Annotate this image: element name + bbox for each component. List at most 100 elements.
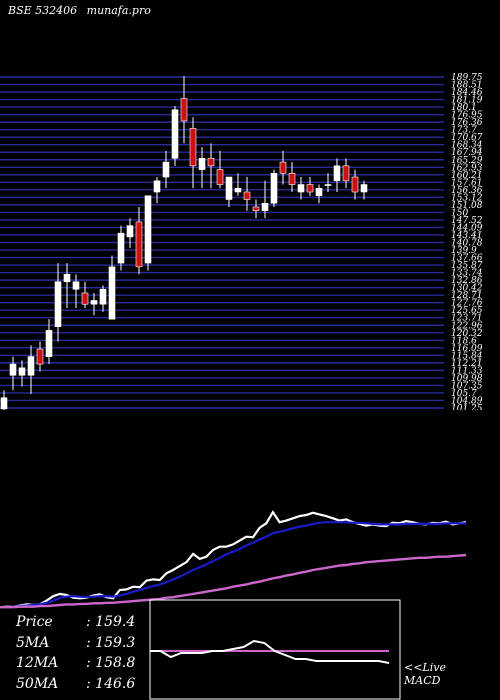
candle-up bbox=[72, 281, 80, 290]
candle-up bbox=[171, 109, 179, 159]
indicator-chart bbox=[0, 510, 467, 609]
stat-label: Price bbox=[16, 614, 53, 630]
candle-up bbox=[315, 187, 323, 197]
candle-down bbox=[243, 191, 251, 200]
candle-down bbox=[288, 173, 296, 185]
y-tick-label: 112.21 bbox=[451, 359, 483, 369]
candle-down bbox=[135, 221, 143, 268]
y-tick-label: 151.08 bbox=[451, 201, 483, 211]
stat-50ma: 50MA: 146.6 bbox=[16, 674, 135, 695]
stat-price: Price: 159.4 bbox=[16, 612, 135, 633]
y-tick-label: 147.52 bbox=[451, 216, 483, 226]
y-tick-label: 127.76 bbox=[451, 299, 483, 309]
y-tick-label: 107.35 bbox=[451, 381, 483, 391]
stat-label: 50MA bbox=[16, 675, 59, 692]
y-tick-label: 160.21 bbox=[451, 171, 483, 181]
stats-panel: Price: 159.4 5MA: 159.3 12MA: 158.8 50MA… bbox=[16, 612, 135, 694]
y-tick-label: 165.29 bbox=[451, 156, 483, 166]
stat-label: 5MA bbox=[16, 634, 50, 651]
candle-up bbox=[9, 363, 17, 376]
candle-up bbox=[297, 184, 305, 193]
macd-label: <<Live MACD bbox=[404, 661, 446, 687]
y-tick-label: 170.67 bbox=[451, 133, 483, 143]
candle-up bbox=[225, 176, 233, 200]
candle-up bbox=[360, 184, 368, 193]
y-tick-label: 167.94 bbox=[451, 148, 483, 158]
exchange-code: BSE 532406 bbox=[8, 4, 78, 17]
candle-up bbox=[324, 184, 332, 186]
candle-up bbox=[153, 180, 161, 193]
candle-up bbox=[99, 288, 107, 305]
macd-label-live: <<Live bbox=[404, 661, 446, 674]
stat-value: 146.6 bbox=[95, 675, 136, 692]
candle-up bbox=[117, 232, 125, 264]
y-tick-label: 116.09 bbox=[451, 344, 483, 354]
y-tick-label: 120.32 bbox=[451, 329, 483, 339]
candle-up bbox=[18, 367, 26, 376]
stat-sep: : bbox=[86, 634, 91, 651]
candle-up bbox=[162, 161, 170, 178]
y-tick-label: 125.65 bbox=[451, 306, 483, 316]
y-tick-label: 144.09 bbox=[451, 223, 483, 233]
stat-value: 159.4 bbox=[95, 614, 136, 630]
price-chart: 189.75188.51184.46181.19180.1176.95176.3… bbox=[0, 73, 483, 410]
stat-12ma: 12MA: 158.8 bbox=[16, 653, 135, 674]
candle-up bbox=[27, 356, 35, 376]
candle-down bbox=[81, 292, 89, 305]
candle-up bbox=[333, 165, 341, 182]
candle-down bbox=[180, 98, 188, 122]
y-tick-label: 104.89 bbox=[451, 396, 483, 406]
ma50-line bbox=[0, 553, 467, 609]
ma12-line bbox=[0, 521, 466, 609]
chart-header: BSE 532406 munafa.pro bbox=[8, 4, 157, 17]
stat-value: 159.3 bbox=[95, 634, 136, 651]
y-tick-label: 140.78 bbox=[451, 239, 483, 249]
candle-up bbox=[144, 195, 152, 264]
y-tick-label: 176.95 bbox=[451, 111, 483, 121]
y-tick-label: 184.46 bbox=[451, 88, 483, 98]
y-tick-label: 156.36 bbox=[451, 186, 483, 196]
y-tick-label: 123.71 bbox=[451, 314, 483, 324]
candle-down bbox=[351, 176, 359, 193]
candle-up bbox=[126, 225, 134, 238]
y-tick-label: 150 bbox=[451, 208, 468, 218]
y-tick-label: 135.87 bbox=[451, 261, 483, 271]
stat-label: 12MA bbox=[16, 655, 59, 671]
y-tick-label: 105.7 bbox=[451, 389, 477, 399]
y-tick-label: 181.19 bbox=[451, 96, 483, 106]
stat-value: 158.8 bbox=[95, 655, 136, 671]
candle-down bbox=[216, 169, 224, 185]
y-tick-label: 173.7 bbox=[451, 126, 477, 136]
y-tick-label: 128.71 bbox=[451, 291, 483, 301]
y-tick-label: 189.75 bbox=[451, 73, 483, 83]
y-tick-label: 176.36 bbox=[451, 118, 483, 128]
y-tick-label: 180.1 bbox=[451, 103, 477, 113]
stat-5ma: 5MA: 159.3 bbox=[16, 633, 135, 654]
candle-down bbox=[306, 184, 314, 193]
y-tick-label: 109.98 bbox=[451, 374, 483, 384]
candle-down bbox=[207, 158, 215, 167]
y-tick-label: 168.34 bbox=[451, 141, 483, 151]
y-tick-label: 143.41 bbox=[451, 231, 483, 241]
y-tick-label: 130.42 bbox=[451, 284, 483, 294]
stat-sep: : bbox=[86, 675, 91, 692]
y-tick-label: 115.84 bbox=[451, 351, 483, 361]
y-tick-label: 139.9 bbox=[451, 246, 477, 256]
stat-sep: : bbox=[86, 614, 91, 630]
candle-up bbox=[261, 202, 269, 212]
candle-up bbox=[234, 187, 242, 193]
y-tick-label: 101.25 bbox=[451, 404, 483, 410]
candle-up bbox=[63, 273, 71, 283]
y-tick-label: 118.6 bbox=[451, 336, 477, 346]
y-tick-label: 153.12 bbox=[451, 193, 483, 203]
y-tick-label: 162.93 bbox=[451, 163, 483, 173]
y-tick-label: 188.51 bbox=[451, 81, 483, 91]
stat-sep: : bbox=[86, 655, 91, 671]
site-name: munafa.pro bbox=[86, 4, 151, 17]
candle-down bbox=[36, 348, 44, 365]
candle-up bbox=[90, 300, 98, 305]
y-tick-label: 133.74 bbox=[451, 269, 483, 279]
y-tick-label: 122.96 bbox=[451, 321, 483, 331]
candle-up bbox=[0, 397, 8, 410]
